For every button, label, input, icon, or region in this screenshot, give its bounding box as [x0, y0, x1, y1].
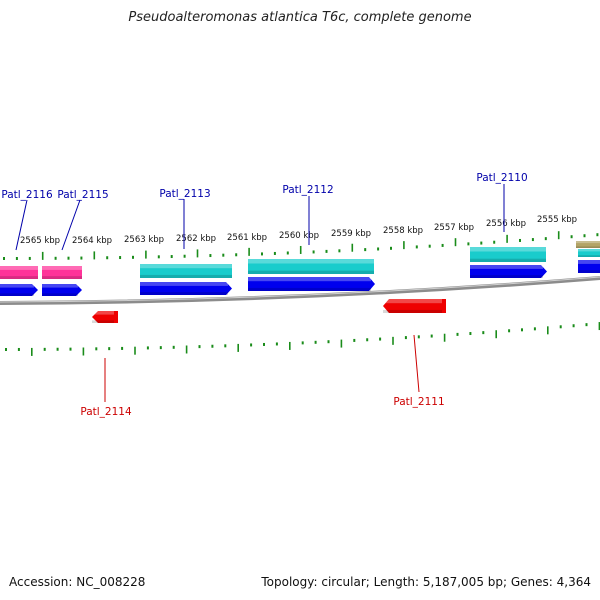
feature-group [0, 241, 600, 323]
gene-label-group: Patl_2116 Patl_2115 Patl_2113 Patl_2112 Patl… [1, 172, 527, 418]
kbp-label: 2556 kbp [486, 219, 526, 229]
gene-blue-arrow [578, 260, 600, 273]
gene-cyan-feature [578, 249, 600, 257]
gene-blue-arrow [470, 265, 547, 278]
kbp-label: 2555 kbp [537, 215, 577, 225]
gene-pink-feature [42, 266, 82, 279]
genome-backbone-highlight [0, 276, 600, 303]
gene-red-arrow [383, 299, 446, 313]
gene-red-arrow [92, 311, 118, 323]
gene-label-top: Patl_2116 [1, 189, 53, 201]
kbp-label: 2558 kbp [383, 226, 423, 236]
kbp-label: 2561 kbp [227, 233, 267, 243]
upper-tick-scale [3, 231, 599, 260]
leader-line-top [15, 199, 28, 251]
kbp-label: 2559 kbp [331, 229, 371, 239]
gene-cyan-feature [470, 247, 546, 262]
gene-blue-arrow [248, 277, 375, 291]
gene-cyan-feature [140, 264, 232, 278]
gene-label-top: Patl_2113 [159, 188, 210, 200]
summary-text: Topology: circular; Length: 5,187,005 bp… [261, 575, 591, 589]
kbp-label: 2557 kbp [434, 223, 474, 233]
kbp-label: 2560 kbp [279, 231, 319, 241]
gene-cyan-feature [248, 259, 374, 274]
gene-blue-arrow [42, 284, 82, 296]
gene-label-bottom: Patl_2111 [393, 396, 444, 408]
gene-label-top: Patl_2112 [282, 184, 333, 196]
kbp-label: 2563 kbp [124, 235, 164, 245]
gene-olive-feature [576, 241, 600, 248]
gene-blue-arrow [140, 282, 232, 295]
genome-backbone [0, 276, 600, 305]
leader-line-bottom [413, 334, 420, 393]
gene-pink-feature [0, 266, 38, 279]
leader-line-top [61, 199, 81, 251]
kbp-label-group: 2565 kbp 2564 kbp 2563 kbp 2562 kbp 2561 kbp… [20, 215, 577, 246]
lower-tick-scale [5, 322, 600, 356]
kbp-label: 2565 kbp [20, 236, 60, 246]
kbp-label: 2562 kbp [176, 234, 216, 244]
kbp-label: 2564 kbp [72, 236, 112, 246]
leader-line-group [15, 184, 505, 402]
gene-blue-arrow [0, 284, 38, 296]
gene-label-top: Patl_2115 [57, 189, 108, 201]
gene-label-bottom: Patl_2114 [80, 406, 132, 418]
accession-text: Accession: NC_008228 [9, 575, 146, 589]
gene-label-top: Patl_2110 [476, 172, 527, 184]
map-title: Pseudoalteromonas atlantica T6c, complet… [128, 10, 472, 25]
